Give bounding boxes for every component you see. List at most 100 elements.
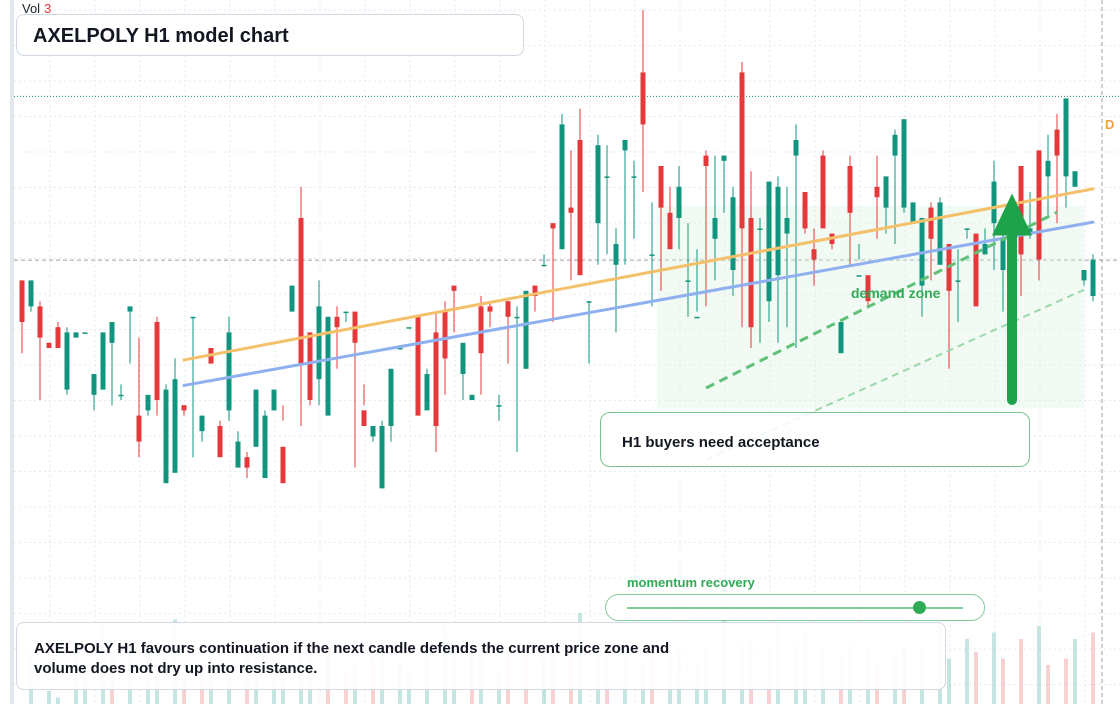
candle-body (1045, 160, 1051, 177)
candle-body (289, 285, 295, 312)
candle-body (973, 233, 979, 307)
right-price-flag: D (1105, 117, 1115, 132)
volume-bar (1001, 658, 1005, 704)
candle-body (640, 72, 646, 125)
summary-box: AXELPOLY H1 favours continuation if the … (16, 622, 946, 690)
candle-body (343, 311, 349, 314)
candle-body (550, 223, 556, 229)
volume-label: Vol (22, 1, 41, 16)
momentum-track (627, 607, 963, 609)
candle-body (820, 155, 826, 229)
candle-body (856, 275, 862, 277)
fast-ma-line (182, 187, 1095, 362)
candle-body (1072, 171, 1078, 187)
candle-body (874, 186, 880, 198)
candle-body (802, 192, 808, 229)
candle-body (424, 374, 430, 411)
candle-body (649, 254, 655, 256)
candle-body (163, 389, 169, 484)
candle-body (1018, 166, 1024, 255)
candle-body (595, 145, 601, 224)
candle-body (154, 322, 160, 400)
volume-bar (281, 678, 285, 704)
candle-body (730, 197, 736, 270)
buy-arrow (992, 193, 1032, 405)
candle-body (82, 332, 88, 334)
candle-body (217, 426, 223, 458)
chart-title-box: AXELPOLY H1 model chart (16, 14, 524, 56)
candle-body (766, 181, 772, 302)
candle-body (460, 342, 466, 374)
candle-body (685, 280, 691, 282)
candle-body (190, 316, 196, 319)
candle-body (469, 394, 475, 400)
trend-line-dashed (705, 210, 1058, 390)
momentum-slider[interactable] (605, 594, 985, 621)
candle-body (658, 166, 664, 208)
volume-bar (1091, 632, 1095, 704)
candle-body (28, 280, 34, 307)
trend-line-thin (705, 288, 1085, 461)
candle-body (172, 379, 178, 473)
candle-body (1054, 129, 1060, 156)
candle-body (316, 306, 322, 380)
candle-body (514, 316, 520, 319)
slow-ma-line (182, 220, 1095, 387)
candle-body (478, 306, 484, 354)
candle-body (712, 218, 718, 239)
candle-body (577, 140, 583, 276)
candle-body (793, 140, 799, 156)
candle-body (136, 415, 142, 442)
arrow-head (992, 193, 1032, 236)
candle-body (64, 332, 70, 390)
volume-value: 3 (44, 1, 52, 16)
candle-body (703, 155, 709, 166)
candle-body (496, 405, 502, 407)
candle-body (181, 405, 187, 411)
momentum-label: momentum recovery (627, 575, 755, 590)
candle-body (100, 332, 106, 390)
momentum-knob[interactable] (912, 601, 926, 614)
candle-body (415, 316, 421, 416)
candle-body (1081, 270, 1087, 281)
candle-body (73, 332, 79, 338)
candle-body (1090, 259, 1096, 296)
candle-body (748, 218, 754, 328)
candle-body (721, 155, 727, 161)
reference-levels (14, 0, 1120, 704)
volume-bar (965, 639, 969, 704)
candle-body (91, 374, 97, 395)
candle-body (604, 176, 610, 178)
candle-body (667, 212, 673, 250)
volume-bar (47, 691, 51, 704)
candle-body (631, 176, 637, 178)
candle-body (379, 426, 385, 489)
candle-body (451, 285, 457, 291)
candle-body (145, 394, 151, 411)
volume-bar (182, 678, 186, 704)
demand-zone-label: demand zone (851, 285, 941, 301)
candle-body (928, 207, 934, 239)
callout-box: H1 buyers need acceptance (600, 412, 1030, 467)
candle-body (442, 311, 448, 359)
candle-body (901, 119, 907, 208)
chart-title: AXELPOLY H1 model chart (33, 25, 289, 47)
candle-body (433, 332, 439, 426)
candle-body (991, 181, 997, 224)
candle-body (1063, 98, 1069, 177)
candle-body (865, 275, 871, 302)
summary-text: AXELPOLY H1 favours continuation if the … (34, 640, 670, 677)
candle-body (127, 306, 133, 312)
volume-bar (1073, 639, 1077, 704)
candle-body (982, 244, 988, 255)
candle-body (955, 280, 961, 282)
candle-body (622, 140, 628, 151)
candle-body (298, 218, 304, 364)
volume-legend: Vol 3 (22, 1, 51, 16)
candle-body (487, 306, 493, 312)
candle-body (892, 134, 898, 156)
candle-body (676, 186, 682, 218)
candle-body (226, 332, 232, 411)
candle-body (118, 394, 124, 397)
